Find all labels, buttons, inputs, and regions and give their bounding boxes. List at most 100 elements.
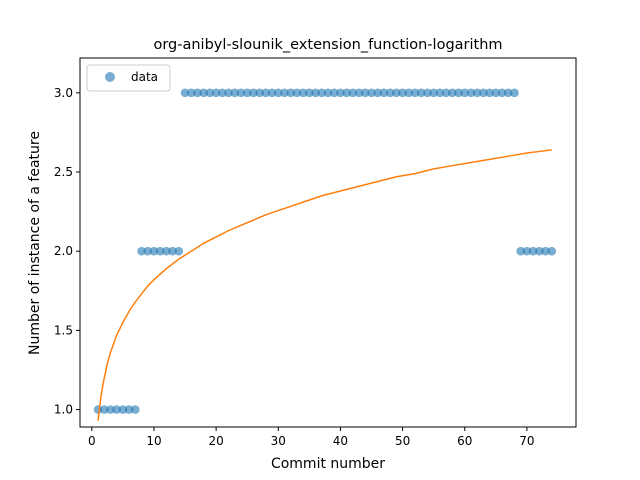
data-point [541, 246, 550, 256]
data-point [124, 405, 134, 414]
data-point [535, 246, 544, 256]
data-point [385, 88, 395, 98]
data-point [211, 88, 221, 98]
y-tick-label: 1.0 [54, 403, 73, 417]
data-point [416, 88, 426, 98]
y-tick-label: 1.5 [54, 323, 73, 337]
data-point [298, 88, 308, 98]
data-point [112, 405, 121, 414]
data-point [336, 88, 345, 98]
x-tick-label: 60 [457, 434, 472, 448]
data-point [230, 88, 240, 98]
y-tick-label: 2.0 [54, 244, 73, 258]
legend: data [86, 64, 171, 92]
legend-box [86, 64, 171, 92]
data-point [367, 88, 376, 98]
x-tick-label: 50 [395, 434, 410, 448]
data-point [503, 88, 513, 98]
data-point [342, 88, 351, 98]
data-point [479, 88, 488, 98]
legend-marker [105, 72, 115, 82]
data-point [305, 88, 314, 98]
x-tick-label: 0 [88, 434, 96, 448]
data-point [516, 246, 525, 256]
data-point [392, 88, 401, 98]
data-point [286, 88, 296, 98]
data-point [360, 88, 370, 98]
x-tick-label: 10 [146, 434, 161, 448]
data-point [423, 88, 432, 98]
data-point [199, 88, 208, 98]
data-point [267, 88, 277, 98]
data-point [329, 88, 339, 98]
data-point [242, 88, 252, 98]
data-point [323, 88, 333, 98]
data-point [261, 88, 271, 98]
data-point [118, 405, 128, 414]
data-point [379, 88, 389, 98]
data-point [348, 88, 358, 98]
data-point [410, 88, 420, 98]
legend-label: data [131, 70, 158, 84]
data-point [510, 88, 519, 98]
data-point [99, 405, 109, 414]
plot-area [93, 88, 557, 421]
data-point [472, 88, 482, 98]
axes-frame [79, 57, 577, 428]
data-point [224, 88, 233, 98]
x-tick-label: 30 [271, 434, 286, 448]
data-point [174, 246, 184, 256]
data-point [162, 246, 171, 256]
data-point [106, 405, 115, 414]
data-point [186, 88, 196, 98]
data-point [155, 246, 165, 256]
chart-title: org-anibyl-slounik_extension_function-lo… [153, 37, 502, 53]
x-axis-ticks: 0 10 20 30 40 50 60 70 [88, 427, 535, 448]
data-point [193, 88, 202, 98]
y-tick-label: 3.0 [54, 86, 73, 100]
data-point [373, 88, 383, 98]
data-point [448, 88, 457, 98]
data-point [131, 405, 140, 414]
data-point [466, 88, 476, 98]
x-tick-label: 40 [333, 434, 348, 448]
data-point [205, 88, 215, 98]
series-line [97, 149, 552, 421]
data-point [547, 246, 557, 256]
data-point [143, 246, 153, 256]
data-point [497, 88, 507, 98]
data-point [435, 88, 445, 98]
data-point [429, 88, 438, 98]
data-point [441, 88, 451, 98]
data-point [168, 246, 177, 256]
x-axis-label: Commit number [271, 456, 385, 472]
data-point [460, 88, 470, 98]
data-point [273, 88, 283, 98]
data-point [354, 88, 364, 98]
data-point [522, 246, 532, 256]
data-point [528, 246, 538, 256]
x-tick-label: 70 [519, 434, 534, 448]
data-point [398, 88, 407, 98]
data-point [249, 88, 258, 98]
y-tick-label: 2.5 [54, 165, 73, 179]
data-point [280, 88, 289, 98]
data-point [180, 88, 190, 98]
data-point [404, 88, 414, 98]
y-axis-ticks: 1.0 1.5 2.0 2.5 3.0 [54, 86, 80, 417]
x-tick-label: 20 [208, 434, 223, 448]
data-point [311, 88, 320, 98]
data-point [137, 246, 146, 256]
data-point [236, 88, 246, 98]
data-point [292, 88, 302, 98]
data-point [317, 88, 327, 98]
data-point [485, 88, 494, 98]
data-point [255, 88, 264, 98]
data-point [149, 246, 159, 256]
data-point [491, 88, 501, 98]
data-point [454, 88, 463, 98]
y-axis-label: Number of instance of a feature [27, 131, 43, 355]
data-point [218, 88, 227, 98]
